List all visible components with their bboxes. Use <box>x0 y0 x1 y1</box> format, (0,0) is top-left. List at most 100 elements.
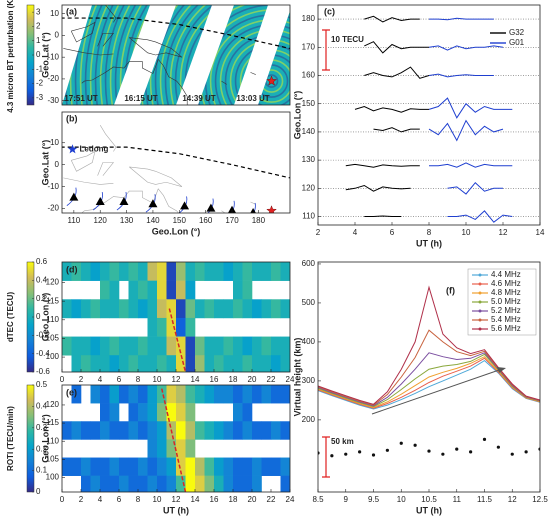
legend-label: 5.4 MHz <box>491 315 521 324</box>
y-tick-label: -10 <box>47 52 59 61</box>
heatmap-cell <box>109 355 120 372</box>
station <box>206 203 216 212</box>
heatmap-cell <box>147 403 158 422</box>
tec-trace <box>364 66 430 79</box>
legend-label: 4.6 MHz <box>491 279 521 288</box>
x-tick-label: 8.5 <box>312 495 324 504</box>
y-tick-label: 170 <box>302 42 316 51</box>
heatmap-cell <box>166 336 177 356</box>
x-tick-label: 22 <box>267 495 276 504</box>
heatmap-cell <box>223 385 234 404</box>
y-tick-label: 105 <box>46 454 60 463</box>
heatmap-cell <box>280 385 290 404</box>
coastline <box>97 32 115 47</box>
heatmap-cell <box>109 299 120 319</box>
heatmap-cell <box>166 317 177 337</box>
heatmap-cell <box>214 336 224 356</box>
plot-frame <box>61 4 291 106</box>
heatmap-cell <box>280 299 290 319</box>
heatmap-cell <box>100 262 110 281</box>
heatmap-cell <box>128 457 139 476</box>
heatmap-cell <box>157 475 167 492</box>
station <box>250 208 256 213</box>
heatmap-cell <box>271 457 281 476</box>
x-tick-label: 120 <box>94 216 108 225</box>
heatmap-cell <box>261 385 272 404</box>
heatmap-cell <box>271 385 281 404</box>
site-marker <box>67 144 78 154</box>
coastline <box>105 5 117 23</box>
heatmap-cell <box>176 336 186 356</box>
magnetic-equator <box>62 17 290 50</box>
x-tick-label: 24 <box>286 375 295 384</box>
colorbar-tick-label: -0.2 <box>36 330 50 339</box>
x-tick-label: 2 <box>316 228 321 237</box>
heatmap-cell <box>223 421 234 440</box>
heatmap-cell <box>147 421 158 440</box>
virtual-height-point <box>496 445 500 449</box>
x-tick-label: 10 <box>153 495 162 504</box>
virtual-height-point <box>413 443 417 447</box>
time-label: 16:15 UT <box>124 94 157 103</box>
panel-label: (c) <box>324 6 335 16</box>
heatmap-cell <box>252 262 262 281</box>
tec-trace <box>428 97 513 119</box>
heatmap-cell <box>252 475 262 492</box>
heatmap-cell <box>185 299 196 319</box>
data-gap <box>62 5 92 105</box>
heatmap-cell <box>204 299 215 319</box>
heatmap-cell <box>176 385 186 404</box>
legend-dot <box>478 318 482 322</box>
heatmap-cell <box>128 355 139 372</box>
coastline <box>99 125 117 152</box>
x-tick-label: 180 <box>252 216 266 225</box>
heatmap-cell <box>147 385 158 404</box>
x-tick-label: 10 <box>397 495 406 504</box>
heatmap-cell <box>233 475 243 492</box>
station <box>180 201 190 210</box>
heatmap-cell <box>90 421 101 440</box>
colorbar-tick-label: 2 <box>36 22 41 31</box>
legend-label: G01 <box>509 38 525 47</box>
y-tick-label: 110 <box>46 436 59 445</box>
y-tick-label: 100 <box>46 352 60 361</box>
virtual-height-point <box>482 437 487 441</box>
heatmap-cell <box>119 385 129 404</box>
colorbar-tick-label: 0 <box>36 312 41 321</box>
heatmap-cell <box>157 262 167 281</box>
y-tick-label: 120 <box>46 400 60 409</box>
heatmap-cell <box>147 317 158 337</box>
magnetic-equator <box>62 146 290 179</box>
colorbar-tick-label: -1 <box>36 64 44 73</box>
heatmap-cell <box>166 355 177 372</box>
heatmap-cell <box>81 336 91 356</box>
heatmap-cell <box>195 262 205 281</box>
heatmap-cell <box>157 280 167 300</box>
heatmap-cell <box>185 317 196 337</box>
heatmap-cell <box>157 336 167 356</box>
wave-ring <box>79 5 98 105</box>
tec-trace <box>428 45 504 51</box>
heatmap-cell <box>157 385 167 404</box>
heatmap-cell <box>90 336 101 356</box>
heatmap-cell <box>119 421 129 440</box>
heatmap-cell <box>185 355 196 372</box>
wave-ring <box>149 5 179 105</box>
colorbar-label: ROTI (TECU/min) <box>6 406 15 471</box>
x-tick-label: 8 <box>427 228 432 237</box>
x-tick-label: 110 <box>67 216 80 225</box>
heatmap-cell <box>90 457 101 476</box>
y-axis-label: Geo.Lat (°) <box>40 32 50 78</box>
y-tick-label: 130 <box>302 155 316 164</box>
heatmap-cell <box>242 336 253 356</box>
heatmap-cell <box>81 457 91 476</box>
heatmap-cell <box>119 457 129 476</box>
tec-trace <box>429 162 513 168</box>
heatmap-cell <box>90 355 101 372</box>
heatmap-cell <box>128 385 139 404</box>
heatmap-cell <box>166 385 177 404</box>
wave-ring <box>69 5 87 105</box>
x-tick-label: 12 <box>499 228 508 237</box>
x-tick-label: 6 <box>390 228 395 237</box>
heatmap-cell <box>71 299 82 319</box>
